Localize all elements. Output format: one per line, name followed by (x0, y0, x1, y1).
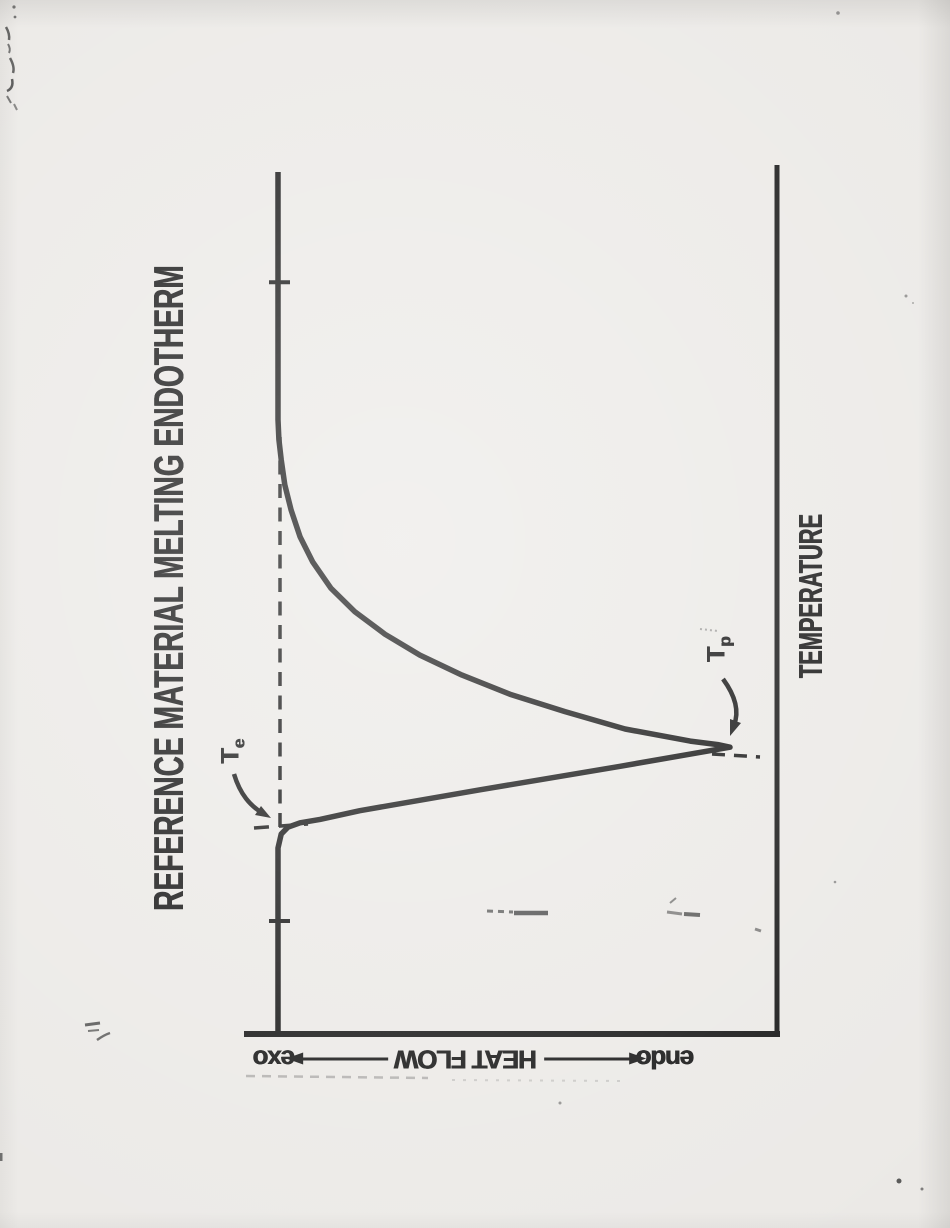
speck (558, 1101, 562, 1105)
scribble-mark (84, 1021, 101, 1027)
speck (904, 294, 908, 298)
peak-label-symbol: T (702, 646, 731, 662)
smudge-mark (666, 910, 683, 916)
heat-flow-axis-label: HEAT FLOW (395, 1044, 537, 1075)
speck (833, 880, 837, 884)
peak-arrowhead-icon (730, 719, 741, 736)
baseline-tick-marks (269, 280, 290, 923)
faint-dashed-line (451, 1079, 623, 1082)
faint-dashed-line (699, 628, 719, 632)
pen-mark (13, 103, 18, 111)
smudge-mark (683, 912, 701, 917)
onset-arrow (231, 773, 266, 816)
speck (920, 1187, 924, 1191)
pen-mark (4, 26, 11, 41)
speck (754, 927, 762, 933)
smudge-mark (486, 909, 514, 914)
dsc-trace-curve (275, 172, 733, 1034)
peak-label: Tp (703, 636, 736, 662)
arrow-toward-endo-icon (543, 1057, 630, 1061)
peak-marker-dashes (711, 752, 761, 759)
temperature-axis-label: TEMPERATURE (792, 513, 829, 679)
arrow-toward-exo-icon (302, 1057, 389, 1061)
speck (896, 1178, 902, 1184)
heat-flow-label-bar: endo HEAT FLOW exo (254, 1044, 694, 1075)
speck (912, 302, 914, 304)
smudge-mark (669, 897, 677, 904)
onset-label-subscript: e (229, 738, 249, 749)
onset-label-symbol: T (216, 748, 245, 764)
faint-dashed-line (245, 1074, 429, 1080)
onset-arrowhead-icon (255, 806, 271, 818)
speck (12, 5, 16, 9)
scribble-mark (87, 1029, 100, 1032)
peak-arrow (721, 677, 739, 726)
scribble-mark (96, 1031, 111, 1042)
scan-artifacts (0, 5, 924, 1191)
pen-mark (8, 57, 15, 74)
onset-label: Te (217, 739, 250, 764)
onset-marker-dashes (253, 822, 309, 830)
peak-label-subscript: p (715, 636, 735, 647)
speck (836, 11, 840, 15)
pen-mark (7, 43, 11, 54)
speck (13, 15, 17, 19)
figure-title: REFERENCE MATERIAL MELTING ENDOTHERM (145, 265, 192, 911)
pen-mark (6, 95, 12, 104)
pen-mark (6, 78, 14, 93)
